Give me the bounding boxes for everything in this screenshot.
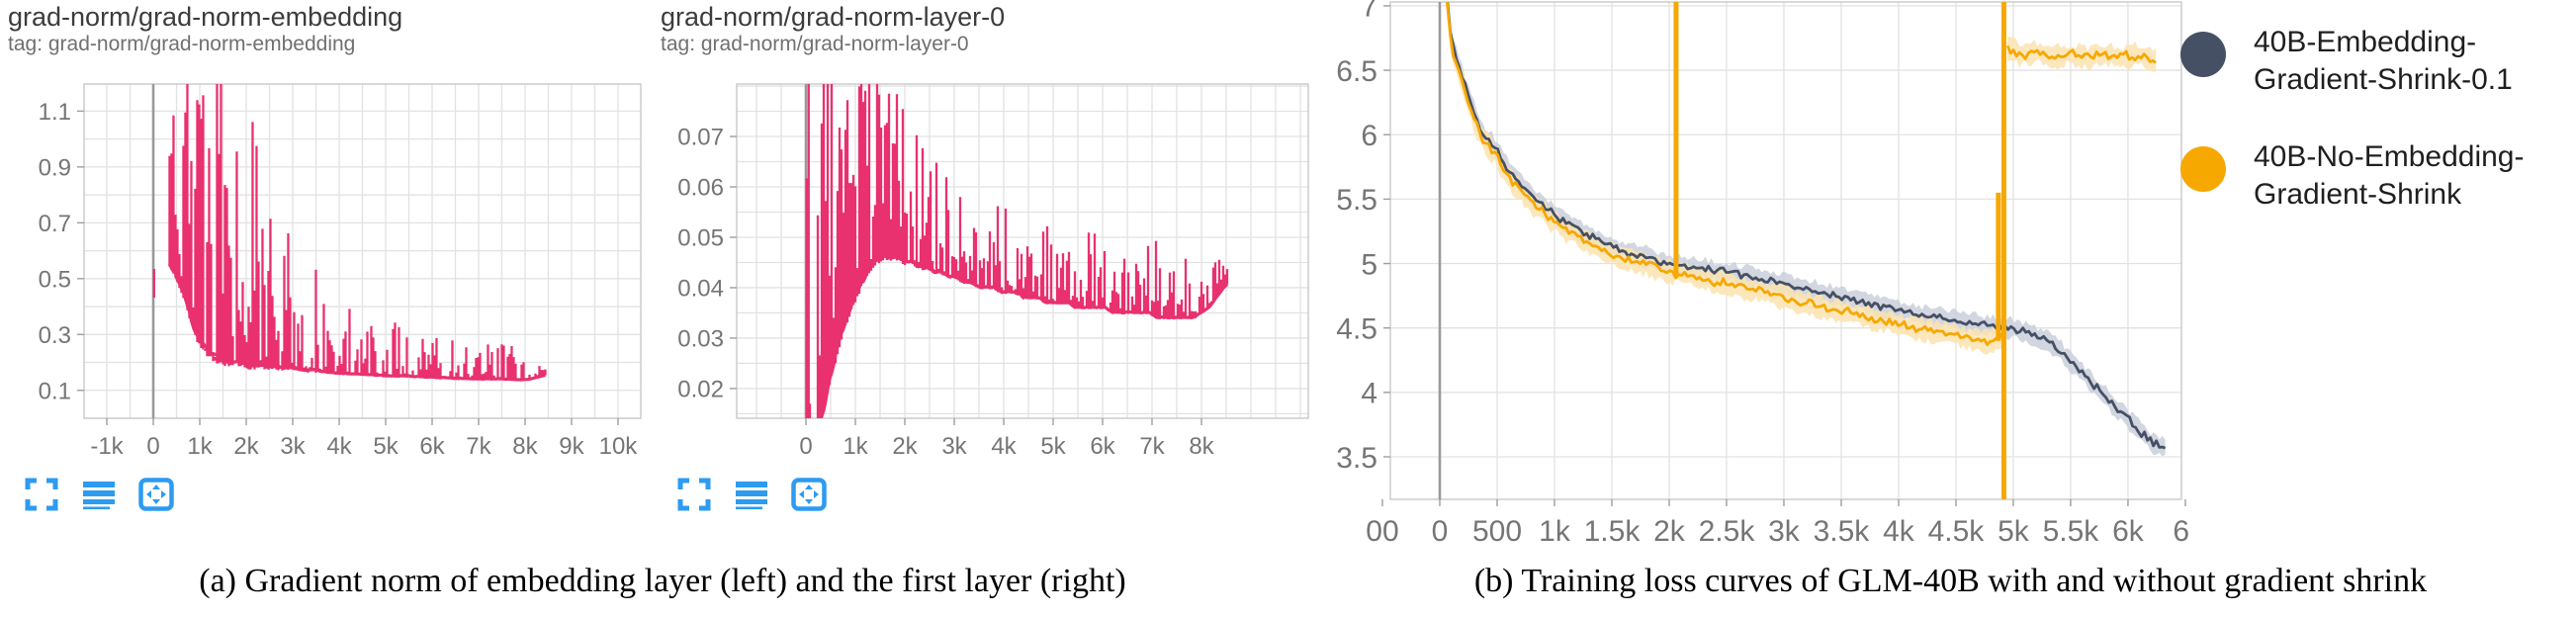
svg-text:8k: 8k xyxy=(512,433,538,460)
legend-label-line: Gradient-Shrink xyxy=(2254,178,2462,211)
svg-text:9k: 9k xyxy=(559,433,584,460)
svg-text:5k: 5k xyxy=(1040,433,1066,460)
svg-text:0.02: 0.02 xyxy=(677,377,724,403)
chart-toolbar-1 xyxy=(24,477,174,512)
chart-toolbar-2 xyxy=(676,477,827,512)
svg-text:2k: 2k xyxy=(233,433,259,460)
training-loss-plot[interactable]: 0005001k1.5k2k2.5k3k3.5k4k4.5k5k5.5k6k6.… xyxy=(1305,0,2190,546)
fullscreen-icon[interactable] xyxy=(676,477,712,512)
svg-text:4k: 4k xyxy=(991,433,1017,460)
svg-text:7k: 7k xyxy=(466,433,491,460)
fit-data-icon[interactable] xyxy=(791,477,827,512)
fit-data-icon[interactable] xyxy=(138,477,174,512)
svg-text:6: 6 xyxy=(1361,120,1377,152)
svg-text:3.5: 3.5 xyxy=(1336,442,1377,475)
chart-title-grad-norm-layer-0: grad-norm/grad-norm-layer-0 xyxy=(661,2,1006,32)
svg-text:0: 0 xyxy=(1432,515,1449,546)
svg-text:3.5k: 3.5k xyxy=(1814,515,1871,546)
legend-label-line: 40B-No-Embedding- xyxy=(2254,140,2525,173)
svg-text:4: 4 xyxy=(1361,378,1377,410)
svg-text:6k: 6k xyxy=(1090,433,1115,460)
chart-title-grad-norm-embedding: grad-norm/grad-norm-embedding xyxy=(8,2,403,32)
svg-text:4.5: 4.5 xyxy=(1336,312,1377,345)
runs-list-icon[interactable] xyxy=(734,477,769,512)
svg-text:0.3: 0.3 xyxy=(39,322,71,349)
svg-text:6.5: 6.5 xyxy=(1336,55,1377,88)
svg-text:8k: 8k xyxy=(1189,433,1214,460)
chart-tag-grad-norm-embedding: tag: grad-norm/grad-norm-embedding xyxy=(8,33,356,55)
legend-label-line: 40B-Embedding- xyxy=(2254,26,2477,58)
caption-b: (b) Training loss curves of GLM-40B with… xyxy=(1473,563,2428,599)
fullscreen-icon[interactable] xyxy=(24,477,59,512)
svg-text:1.5k: 1.5k xyxy=(1584,515,1642,546)
legend-item-embedding-shrink[interactable]: 40B-Embedding- Gradient-Shrink-0.1 xyxy=(2180,24,2576,99)
svg-text:3k: 3k xyxy=(941,433,967,460)
svg-text:7: 7 xyxy=(1361,0,1377,24)
svg-text:3k: 3k xyxy=(280,433,306,460)
svg-text:0.07: 0.07 xyxy=(677,125,724,151)
svg-text:00: 00 xyxy=(1366,515,1398,546)
runs-list-icon[interactable] xyxy=(81,477,117,512)
svg-text:0: 0 xyxy=(146,433,159,460)
svg-text:-1k: -1k xyxy=(90,433,124,460)
svg-text:2k: 2k xyxy=(1653,515,1686,546)
legend-swatch-navy xyxy=(2180,32,2226,77)
svg-text:4k: 4k xyxy=(326,433,352,460)
svg-text:2k: 2k xyxy=(892,433,918,460)
svg-text:0.04: 0.04 xyxy=(677,276,724,303)
svg-text:6k: 6k xyxy=(419,433,445,460)
svg-text:0.7: 0.7 xyxy=(39,211,71,237)
grad-norm-layer-0-plot[interactable]: 0 1k 2k 3k 4k 5k 6k 7k 8k 0.02 0.03 0.04 0.05 0.06 0.0… xyxy=(653,57,1320,557)
svg-text:0.1: 0.1 xyxy=(39,378,71,404)
svg-text:3k: 3k xyxy=(1768,515,1801,546)
svg-text:0.03: 0.03 xyxy=(677,326,724,353)
svg-text:0.9: 0.9 xyxy=(39,155,71,182)
svg-text:5: 5 xyxy=(1361,248,1377,281)
legend-swatch-orange xyxy=(2180,146,2226,192)
svg-text:1k: 1k xyxy=(1539,515,1571,546)
svg-text:2.5k: 2.5k xyxy=(1699,515,1756,546)
svg-text:0.5: 0.5 xyxy=(39,266,71,293)
svg-text:1.1: 1.1 xyxy=(39,99,71,126)
caption-a: (a) Gradient norm of embedding layer (le… xyxy=(199,563,1126,599)
svg-text:0: 0 xyxy=(799,433,812,460)
svg-text:4.5k: 4.5k xyxy=(1928,515,1986,546)
legend-item-no-embedding-shrink[interactable]: 40B-No-Embedding- Gradient-Shrink xyxy=(2180,138,2576,214)
grad-norm-embedding-plot[interactable]: -1k 0 1k 2k 3k 4k 5k 6k 7k 8k 9k 10k 0.1 0.3 0.5 0.7 0.9… xyxy=(0,57,653,557)
legend: 40B-Embedding- Gradient-Shrink-0.1 40B-N… xyxy=(2180,24,2576,253)
svg-text:7k: 7k xyxy=(1139,433,1165,460)
svg-text:0.06: 0.06 xyxy=(677,175,724,202)
svg-text:5k: 5k xyxy=(1998,515,2030,546)
svg-text:500: 500 xyxy=(1472,515,1522,546)
svg-text:5.5k: 5.5k xyxy=(2043,515,2100,546)
svg-text:5.5: 5.5 xyxy=(1336,184,1377,217)
svg-text:10k: 10k xyxy=(599,433,639,460)
svg-text:6.: 6. xyxy=(2173,515,2190,546)
legend-label-line: Gradient-Shrink-0.1 xyxy=(2254,63,2513,96)
svg-text:0.05: 0.05 xyxy=(677,225,724,252)
chart-tag-grad-norm-layer-0: tag: grad-norm/grad-norm-layer-0 xyxy=(661,33,969,55)
svg-text:1k: 1k xyxy=(843,433,868,460)
svg-text:4k: 4k xyxy=(1883,515,1915,546)
svg-text:5k: 5k xyxy=(373,433,399,460)
svg-text:1k: 1k xyxy=(187,433,213,460)
svg-text:6k: 6k xyxy=(2112,515,2145,546)
